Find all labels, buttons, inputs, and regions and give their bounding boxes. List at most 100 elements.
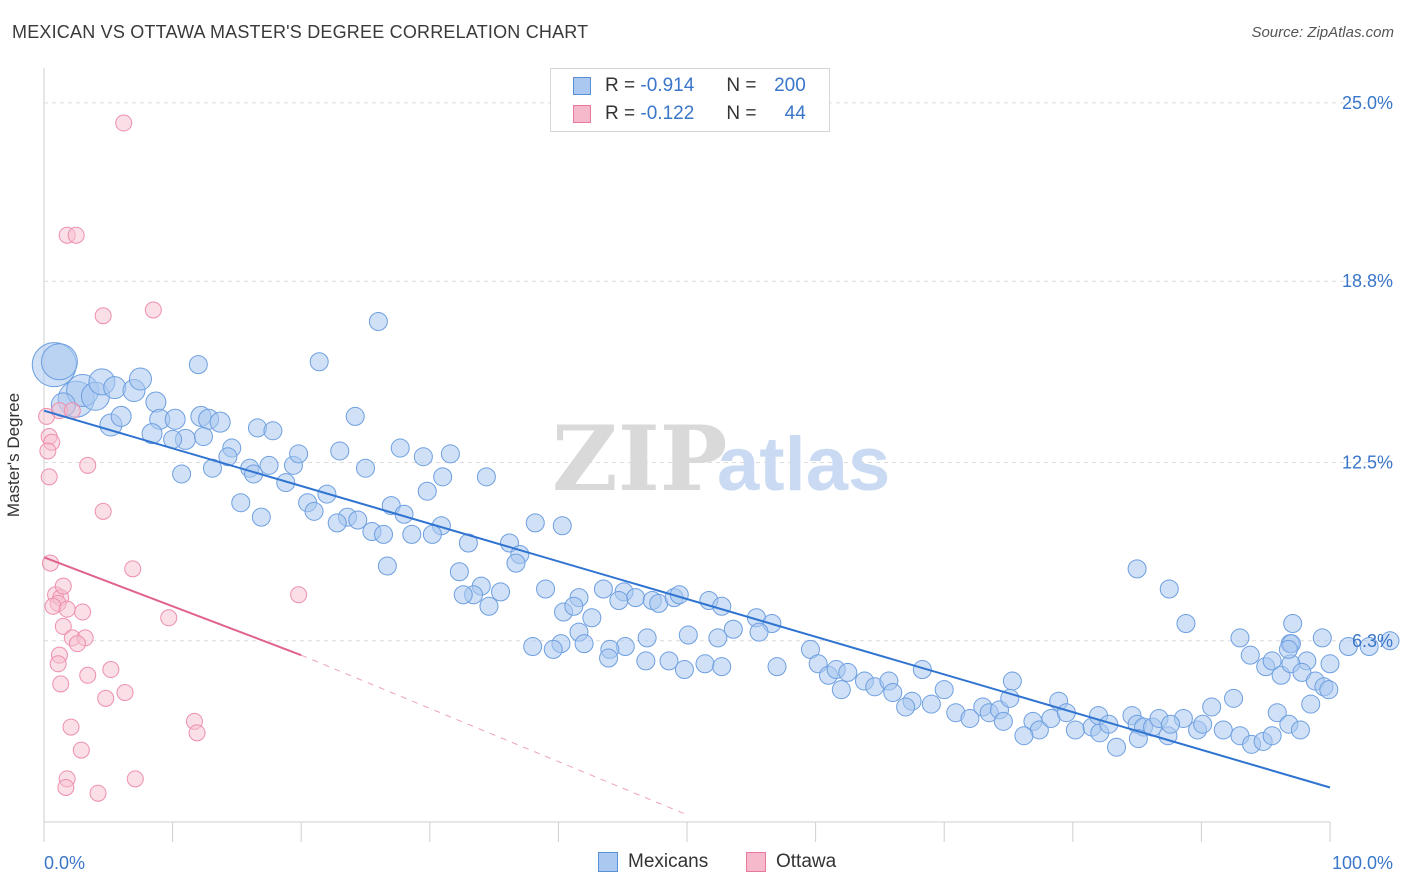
point-mexicans <box>345 406 365 426</box>
legend-label-mexicans: Mexicans <box>628 851 709 872</box>
point-ottawa <box>97 689 115 707</box>
point-mexicans <box>523 637 543 657</box>
point-mexicans <box>749 622 769 642</box>
point-mexicans <box>422 524 442 544</box>
point-ottawa <box>160 609 178 627</box>
point-mexicans <box>40 343 78 381</box>
point-mexicans <box>1128 729 1148 749</box>
point-mexicans <box>626 588 646 608</box>
point-mexicans <box>674 660 694 680</box>
point-mexicans <box>110 405 132 427</box>
point-mexicans <box>574 634 594 654</box>
point-mexicans <box>327 513 347 533</box>
point-mexicans <box>536 579 556 599</box>
point-mexicans <box>767 657 787 677</box>
legend-swatch-mexicans <box>573 77 591 95</box>
legend-swatch-mexicans <box>598 852 618 872</box>
trend-lines <box>43 409 1331 816</box>
point-ottawa <box>144 301 162 319</box>
point-mexicans <box>1359 637 1379 657</box>
point-mexicans <box>491 582 511 602</box>
point-ottawa <box>102 661 120 679</box>
legend-n-label: N = <box>726 75 757 96</box>
point-mexicans <box>417 481 437 501</box>
x-tick-label: 0.0% <box>44 853 85 873</box>
point-mexicans <box>1213 720 1233 740</box>
point-mexicans <box>476 467 496 487</box>
point-mexicans <box>708 628 728 648</box>
watermark: ZIP atlas <box>552 406 890 512</box>
point-mexicans <box>1267 703 1287 723</box>
legend-item-mexicans[interactable]: Mexicans <box>598 851 708 873</box>
point-mexicans <box>1099 714 1119 734</box>
point-mexicans <box>1127 559 1147 579</box>
point-mexicans <box>141 423 163 445</box>
point-ottawa <box>79 666 97 684</box>
point-mexicans <box>1014 726 1034 746</box>
point-mexicans <box>1202 697 1222 717</box>
point-mexicans <box>506 553 526 573</box>
trend-line-ottawa <box>43 556 302 657</box>
point-mexicans <box>1161 714 1181 734</box>
point-ottawa <box>116 684 134 702</box>
point-mexicans <box>637 628 657 648</box>
point-ottawa <box>290 586 308 604</box>
point-mexicans <box>145 391 167 413</box>
point-mexicans <box>1312 628 1332 648</box>
point-mexicans <box>209 411 231 433</box>
legend-item-ottawa[interactable]: Ottawa <box>746 851 836 873</box>
point-mexicans <box>377 556 397 576</box>
point-mexicans <box>543 639 563 659</box>
point-mexicans <box>247 418 267 438</box>
point-mexicans <box>1065 720 1085 740</box>
point-ottawa <box>44 597 62 615</box>
y-tick-label: 25.0% <box>1342 93 1393 113</box>
legend-label-ottawa: Ottawa <box>776 851 837 872</box>
point-mexicans <box>1319 680 1339 700</box>
y-axis-label: Master's Degree <box>4 392 23 518</box>
point-mexicans <box>453 585 473 605</box>
point-mexicans <box>831 680 851 700</box>
point-ottawa <box>126 770 144 788</box>
point-mexicans <box>1292 662 1312 682</box>
point-ottawa <box>124 560 142 578</box>
point-ottawa <box>188 724 206 742</box>
point-ottawa <box>89 784 107 802</box>
y-tick-label: 12.5% <box>1342 452 1393 472</box>
point-mexicans <box>1290 720 1310 740</box>
legend-r-value: -0.122 <box>640 103 695 124</box>
point-mexicans <box>993 711 1013 731</box>
point-ottawa <box>62 718 80 736</box>
point-mexicans <box>103 376 127 400</box>
point-ottawa <box>40 468 58 486</box>
point-mexicans <box>128 367 152 391</box>
point-mexicans <box>1230 628 1250 648</box>
point-mexicans <box>1002 671 1022 691</box>
point-ottawa <box>115 114 133 132</box>
legend-n-value: 200 <box>774 75 806 96</box>
point-mexicans <box>1000 688 1020 708</box>
point-mexicans <box>276 473 296 493</box>
point-mexicans <box>479 596 499 616</box>
point-mexicans <box>330 441 350 461</box>
point-mexicans <box>712 657 732 677</box>
point-mexicans <box>582 608 602 628</box>
point-ottawa <box>79 456 97 474</box>
point-ottawa <box>39 442 57 460</box>
point-mexicans <box>1240 645 1260 665</box>
point-mexicans <box>615 637 635 657</box>
point-mexicans <box>896 697 916 717</box>
point-mexicans <box>188 355 208 375</box>
legend-r-value: -0.914 <box>640 75 695 96</box>
legend-swatch-ottawa <box>573 105 591 123</box>
point-mexicans <box>433 467 453 487</box>
point-mexicans <box>695 654 715 674</box>
point-mexicans <box>599 648 619 668</box>
tick-labels: 6.3% 12.5% 18.8% 25.0% 0.0% 100.0% <box>44 93 1393 873</box>
point-mexicans <box>1224 688 1244 708</box>
legend-n-value: 44 <box>784 103 806 124</box>
point-mexicans <box>304 501 324 521</box>
point-mexicans <box>1301 694 1321 714</box>
gridlines <box>44 102 1394 642</box>
